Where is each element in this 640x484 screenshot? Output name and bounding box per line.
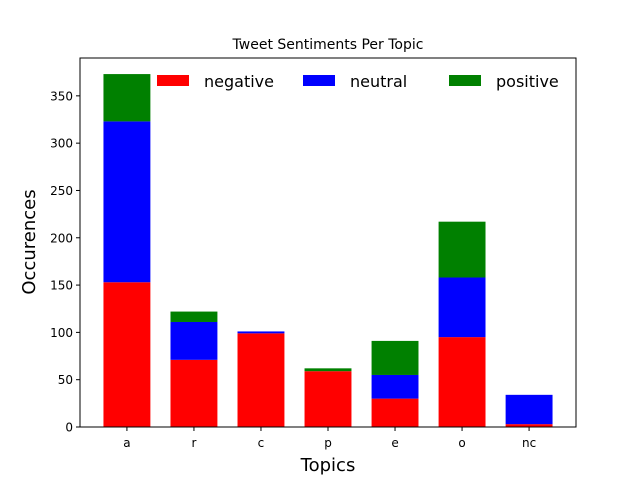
- y-tick-label: 100: [50, 326, 73, 340]
- bar-positive-p: [304, 368, 352, 372]
- y-axis-label: Occurences: [19, 189, 40, 294]
- legend-label-negative: negative: [204, 72, 274, 91]
- y-tick-label: 200: [50, 231, 73, 245]
- bar-neutral-o: [438, 277, 486, 338]
- x-axis-label: Topics: [300, 455, 356, 476]
- y-tick-label: 0: [65, 421, 73, 435]
- x-tick-label: e: [391, 436, 398, 450]
- y-axis: 0 50 100 150 200 250 300 350: [50, 89, 80, 435]
- x-tick-label: r: [191, 436, 196, 450]
- bar-neutral-e: [371, 374, 419, 399]
- bar-negative-p: [304, 371, 352, 427]
- bar-positive-e: [371, 340, 419, 375]
- bar-neutral-r: [170, 321, 218, 360]
- bar-neutral-c: [237, 331, 285, 334]
- x-tick-label: a: [123, 436, 130, 450]
- y-tick-label: 300: [50, 137, 73, 151]
- chart-title: Tweet Sentiments Per Topic: [232, 37, 424, 53]
- y-tick-label: 50: [58, 373, 73, 387]
- bar-positive-r: [170, 311, 218, 322]
- x-tick-label: p: [324, 436, 332, 450]
- bar-negative-r: [170, 359, 218, 427]
- legend-swatch-positive: [449, 75, 481, 86]
- x-tick-label: o: [458, 436, 465, 450]
- y-tick-label: 350: [50, 89, 73, 103]
- bar-negative-a: [103, 282, 151, 427]
- x-tick-label: c: [258, 436, 265, 450]
- bar-negative-c: [237, 333, 285, 427]
- legend-label-neutral: neutral: [350, 72, 407, 91]
- x-tick-label: nc: [522, 436, 536, 450]
- y-tick-label: 150: [50, 279, 73, 293]
- x-axis: a r c p e o nc: [123, 427, 536, 450]
- bar-positive-a: [103, 74, 151, 122]
- bar-negative-nc: [505, 424, 553, 427]
- legend: negative neutral positive: [157, 72, 559, 91]
- legend-label-positive: positive: [496, 72, 559, 91]
- bars-layer: [103, 74, 553, 427]
- bar-neutral-a: [103, 121, 151, 283]
- legend-swatch-negative: [157, 75, 189, 86]
- legend-swatch-neutral: [303, 75, 335, 86]
- bar-positive-o: [438, 221, 486, 278]
- bar-negative-e: [371, 398, 419, 427]
- y-tick-label: 250: [50, 184, 73, 198]
- bar-negative-o: [438, 337, 486, 427]
- bar-neutral-nc: [505, 394, 553, 425]
